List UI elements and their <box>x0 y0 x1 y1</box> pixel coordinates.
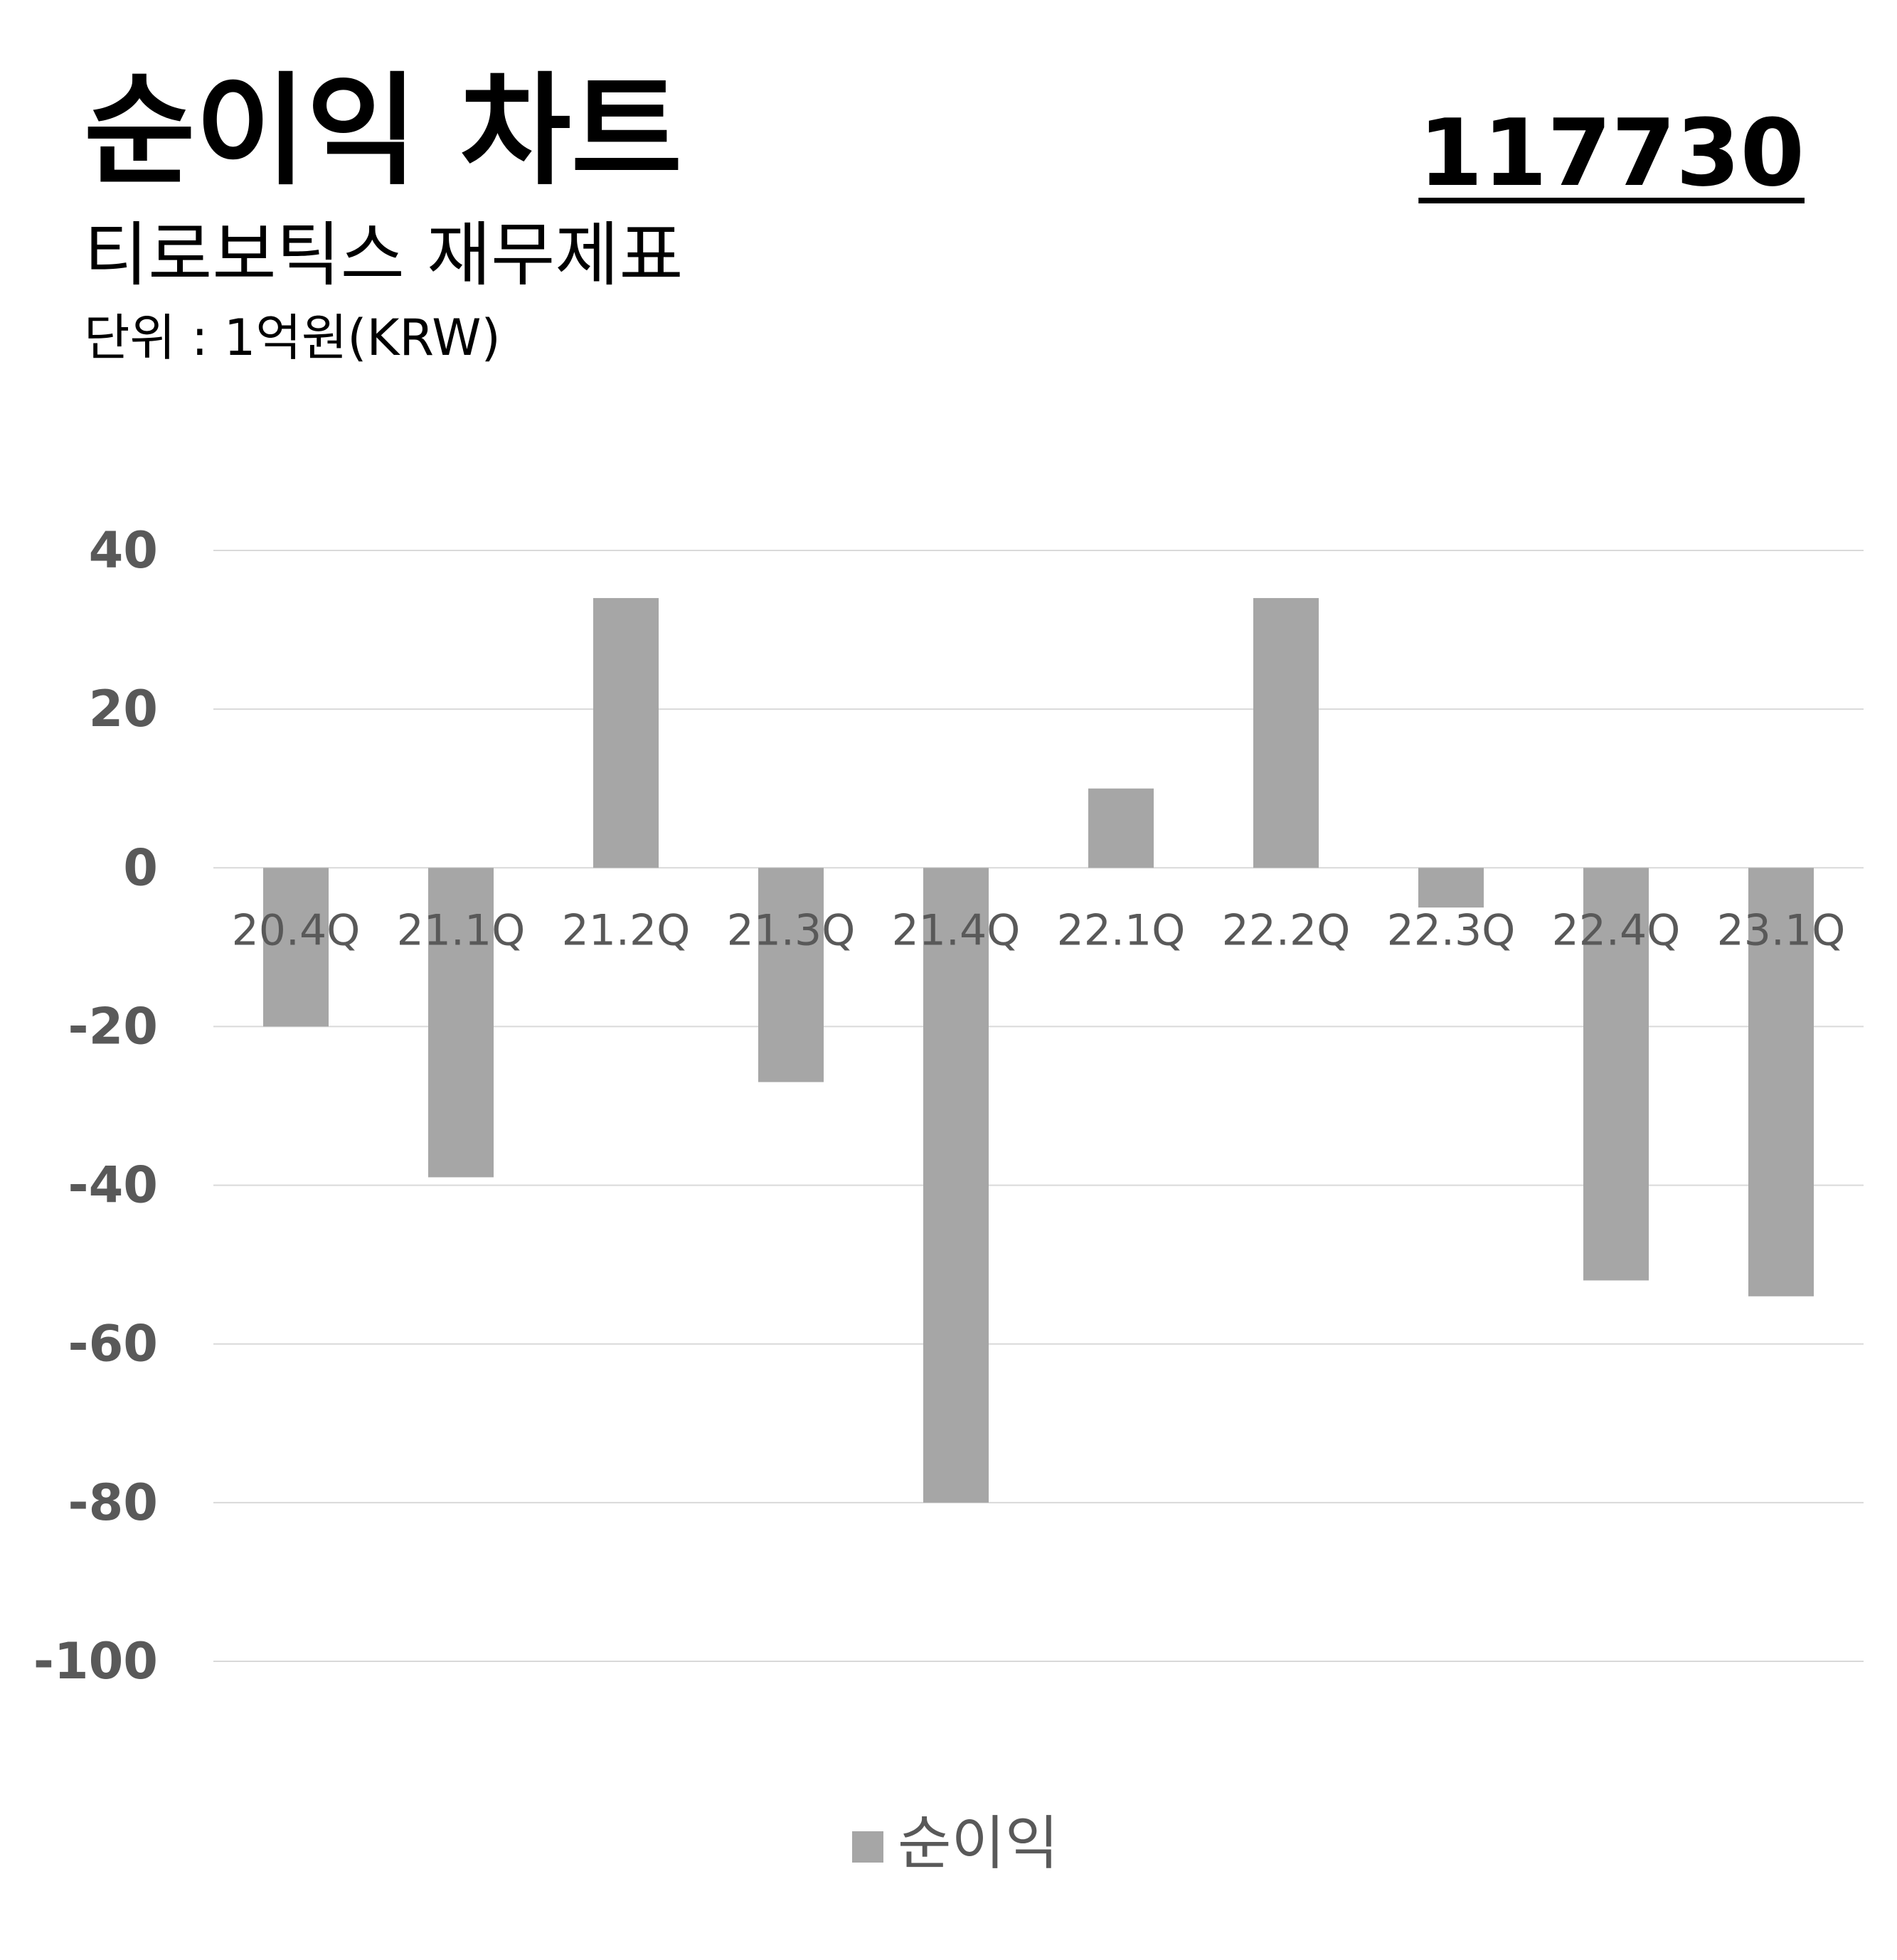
chart-subtitle: 티로보틱스 재무제표 <box>84 215 684 296</box>
bar-22.2Q <box>1253 597 1319 868</box>
x-tick-label: 21.1Q <box>397 905 526 955</box>
bar-23.1Q <box>1748 868 1814 1296</box>
bar-22.1Q <box>1088 788 1154 868</box>
y-tick-label: 0 <box>123 838 158 897</box>
y-tick-label: -80 <box>68 1474 158 1532</box>
bar-21.2Q <box>593 597 659 868</box>
bar-21.1Q <box>428 868 494 1178</box>
y-tick-label: -20 <box>68 997 158 1055</box>
stock-code: 117730 <box>1418 99 1805 207</box>
x-tick-label: 21.4Q <box>892 905 1021 955</box>
x-axis-ticks: 20.4Q 21.1Q 21.2Q 21.3Q 21.4Q 22.1Q 22.2Q 22.3Q… <box>232 905 1846 955</box>
legend-label: 순이익 <box>898 1810 1058 1878</box>
x-tick-label: 22.4Q <box>1552 905 1681 955</box>
x-tick-label: 22.1Q <box>1057 905 1186 955</box>
chart-title: 순이익 차트 <box>84 61 683 202</box>
legend-swatch <box>852 1831 883 1863</box>
y-tick-label: -40 <box>68 1156 158 1215</box>
y-tick-label: -60 <box>68 1315 158 1373</box>
x-tick-label: 21.2Q <box>562 905 691 955</box>
y-tick-label: -100 <box>33 1632 158 1690</box>
x-tick-label: 23.1Q <box>1717 905 1846 955</box>
bar-21.4Q <box>923 868 989 1503</box>
bars <box>263 597 1814 1503</box>
x-tick-label: 20.4Q <box>232 905 361 955</box>
bar-20.4Q <box>263 868 329 1027</box>
unit-label: 단위 : 1억원(KRW) <box>84 309 501 367</box>
y-axis-ticks: 40 20 0 -20 -40 -60 -80 -100 <box>33 521 158 1690</box>
y-tick-label: 20 <box>89 680 158 738</box>
x-tick-label: 22.3Q <box>1387 905 1516 955</box>
legend: 순이익 <box>852 1810 1058 1878</box>
y-tick-label: 40 <box>89 521 158 580</box>
bar-22.4Q <box>1583 868 1649 1281</box>
x-tick-label: 21.3Q <box>727 905 856 955</box>
bar-21.3Q <box>758 868 824 1082</box>
bar-22.3Q <box>1418 868 1484 908</box>
x-tick-label: 22.2Q <box>1222 905 1351 955</box>
